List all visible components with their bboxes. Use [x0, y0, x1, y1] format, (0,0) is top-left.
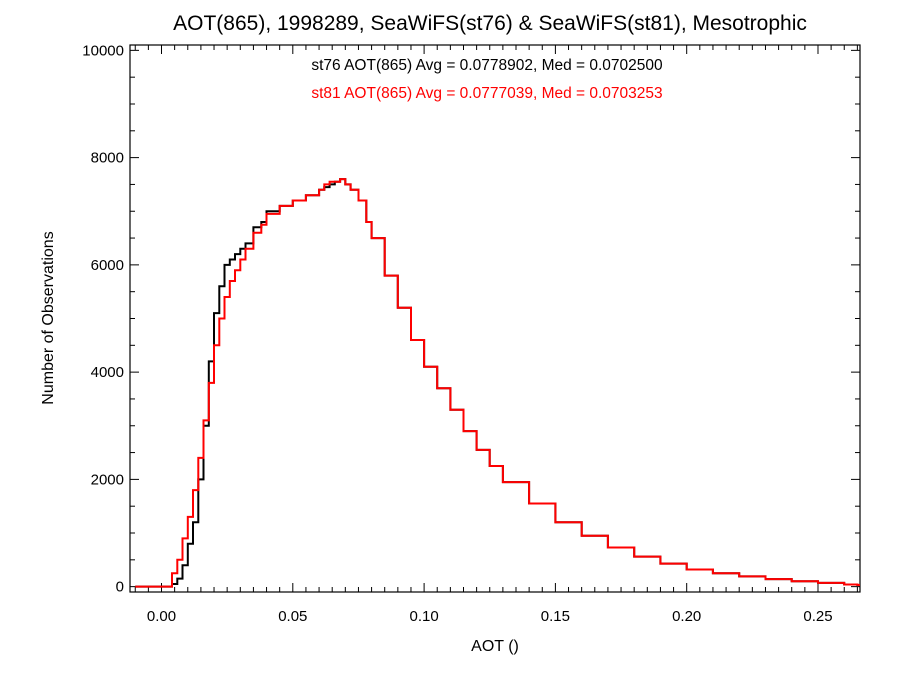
x-tick-label: 0.20 [672, 608, 701, 625]
y-tick-label: 10000 [82, 42, 124, 59]
st76-stats-annotation: st76 AOT(865) Avg = 0.0778902, Med = 0.0… [311, 57, 663, 74]
x-axis-label: AOT () [471, 638, 519, 655]
y-tick-label: 4000 [91, 364, 124, 381]
y-tick-label: 2000 [91, 471, 124, 488]
y-axis-label: Number of Observations [40, 231, 57, 404]
axis-ticks: 0.00 0.05 0.10 0.15 0.20 0.25 0 2000 4000 6000 800… [82, 42, 860, 625]
x-tick-label: 0.25 [803, 608, 832, 625]
series-st76-line [135, 178, 860, 588]
x-tick-label: 0.00 [147, 608, 176, 625]
x-tick-label: 0.10 [409, 608, 438, 625]
x-tick-label: 0.05 [278, 608, 307, 625]
plot-frame [129, 44, 861, 593]
y-tick-label: 6000 [91, 257, 124, 274]
chart-title: AOT(865), 1998289, SeaWiFS(st76) & SeaWi… [173, 12, 807, 35]
st81-stats-annotation: st81 AOT(865) Avg = 0.0777039, Med = 0.0… [311, 85, 662, 102]
x-tick-label: 0.15 [541, 608, 570, 625]
y-tick-label: 0 [116, 579, 124, 596]
series-st81-line [135, 178, 860, 588]
y-tick-label: 8000 [91, 150, 124, 167]
series-layer [135, 178, 860, 588]
